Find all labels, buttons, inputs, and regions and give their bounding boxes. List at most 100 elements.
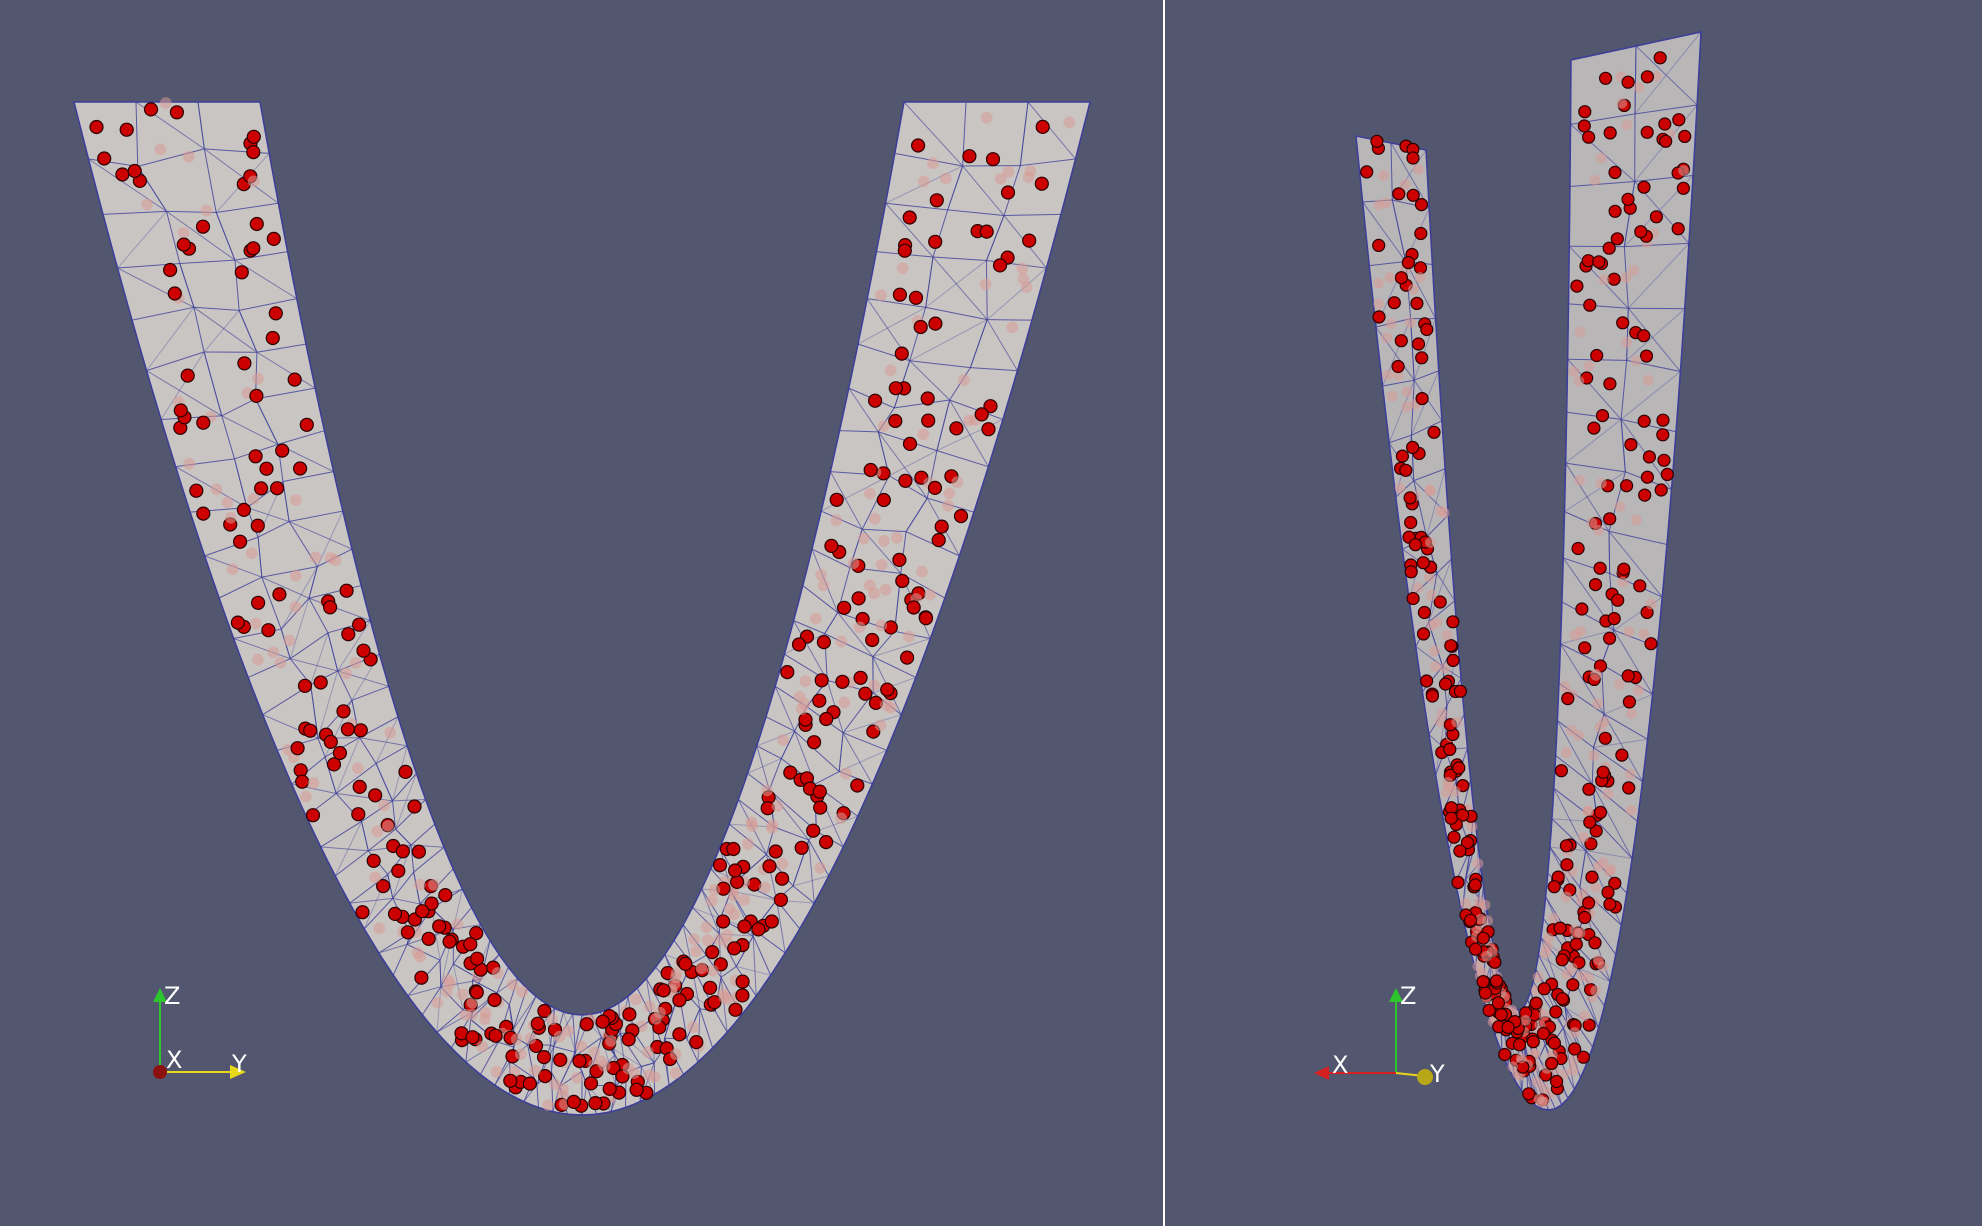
particle — [814, 862, 827, 874]
particle — [879, 583, 892, 596]
left-viewport[interactable]: Z X Y — [0, 0, 1164, 1226]
mesh-edge — [387, 874, 394, 899]
particle — [1578, 831, 1589, 843]
mesh-edge — [1547, 847, 1551, 874]
particle — [777, 734, 789, 746]
particle — [902, 210, 917, 225]
mesh-edge — [610, 1106, 626, 1113]
particle — [840, 767, 852, 780]
mesh-edge — [1565, 462, 1610, 532]
mesh-edge — [268, 153, 279, 204]
particle — [1588, 936, 1602, 950]
particle — [395, 844, 410, 859]
particle — [236, 502, 251, 517]
mesh-edge — [936, 399, 951, 451]
mesh-edge — [936, 450, 989, 468]
particle — [929, 193, 944, 208]
mesh-edge — [359, 737, 408, 747]
particle — [1482, 1003, 1496, 1018]
mesh-edge — [1620, 892, 1628, 926]
particle — [835, 812, 847, 825]
left-view-canvas[interactable]: Z X Y — [0, 0, 1164, 1226]
viewport-divider[interactable] — [1163, 0, 1165, 1226]
mesh-edge — [497, 1041, 515, 1048]
particle — [352, 779, 367, 795]
particle — [1526, 1035, 1540, 1049]
particle — [1410, 296, 1424, 310]
y-axis-label: Y — [231, 1050, 247, 1078]
particle — [875, 558, 888, 571]
particle — [1408, 284, 1419, 295]
particle — [1659, 134, 1673, 148]
mesh-edge — [535, 995, 546, 1004]
mesh-edge — [1411, 420, 1443, 436]
mesh-edge — [932, 256, 987, 262]
mesh-edge — [349, 897, 393, 904]
mesh-edge — [1542, 896, 1547, 919]
mesh-edge — [259, 101, 270, 154]
mesh-edge — [166, 211, 181, 264]
particle — [287, 372, 302, 387]
mesh-edge — [1535, 954, 1539, 970]
particle — [1473, 896, 1485, 908]
mesh-edge — [461, 888, 473, 908]
particle — [1622, 781, 1636, 795]
mesh-edge — [752, 935, 757, 996]
particle — [1598, 731, 1612, 745]
particle — [173, 403, 188, 418]
particle — [1565, 724, 1577, 736]
particle — [764, 914, 779, 929]
particle — [1416, 556, 1430, 570]
mesh-edge — [627, 987, 638, 997]
mesh-edge — [320, 821, 362, 848]
particle — [237, 356, 252, 371]
mesh-edge — [363, 928, 380, 954]
particle — [940, 172, 952, 185]
particle — [1603, 377, 1617, 391]
particle — [1672, 113, 1686, 127]
particle — [415, 904, 430, 919]
particle — [878, 535, 890, 547]
particle — [391, 863, 406, 879]
particle — [1385, 318, 1397, 330]
particle — [798, 712, 813, 727]
particle — [1394, 271, 1408, 285]
particle — [1559, 839, 1573, 853]
particle — [248, 449, 263, 464]
right-viewport[interactable]: Z X Y — [1166, 0, 1982, 1226]
particle — [1553, 921, 1567, 935]
particle — [758, 881, 771, 894]
particle — [245, 547, 258, 560]
particle — [487, 992, 502, 1008]
mesh-edge — [1603, 981, 1611, 1007]
mesh-edge — [1684, 243, 1690, 309]
particle — [1404, 515, 1418, 530]
mesh-edge — [1568, 245, 1629, 309]
mesh-edge — [768, 789, 817, 832]
mesh-edge — [146, 370, 223, 417]
mesh-edge — [480, 924, 491, 941]
mesh-edge — [1608, 530, 1668, 545]
particle — [1537, 982, 1551, 996]
particle — [407, 799, 422, 814]
particle — [200, 204, 213, 217]
mesh-edge — [1421, 691, 1430, 735]
particle — [888, 381, 903, 396]
right-view-canvas[interactable]: Z X Y — [1166, 0, 1982, 1226]
particle — [880, 682, 895, 697]
mesh-edge — [1565, 418, 1622, 464]
mesh-edge — [479, 1042, 499, 1075]
particle — [323, 734, 338, 750]
particle — [1638, 628, 1650, 640]
particle — [1592, 698, 1604, 710]
particle — [927, 480, 943, 495]
particle — [97, 151, 112, 166]
particle — [246, 129, 261, 144]
mesh-edge — [434, 823, 445, 848]
particle — [1399, 463, 1413, 477]
mesh-edge — [915, 638, 931, 678]
mesh-edge — [792, 885, 815, 904]
particle — [491, 967, 504, 979]
mesh-edge — [885, 202, 934, 258]
